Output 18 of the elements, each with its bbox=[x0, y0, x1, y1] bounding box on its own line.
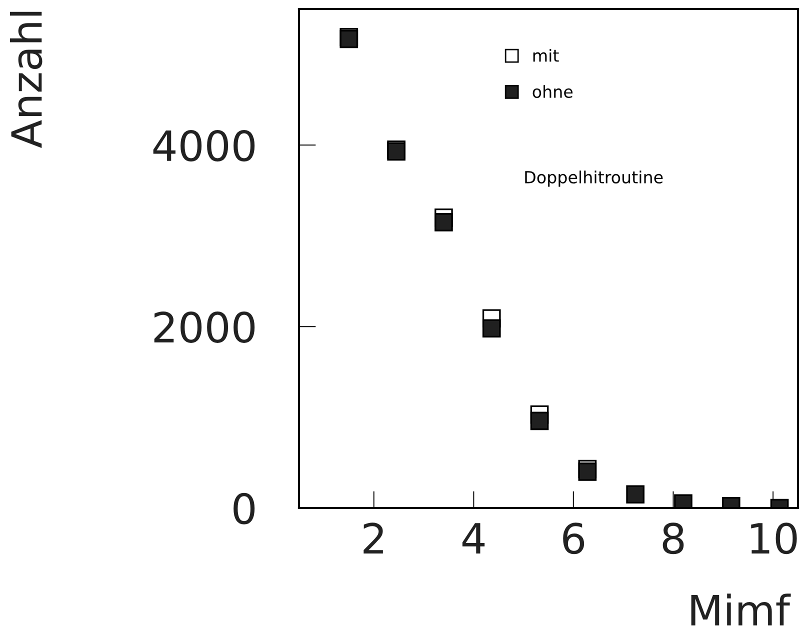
x-tick-label: 8 bbox=[662, 522, 684, 554]
legend-label: mit bbox=[533, 48, 559, 62]
point bbox=[434, 213, 453, 232]
point bbox=[482, 319, 501, 338]
x-tick-label: 10 bbox=[751, 522, 797, 554]
annotation: Doppelhitroutine bbox=[525, 170, 663, 187]
y-tick-label: 4000 bbox=[153, 130, 255, 162]
legend-label: ohne bbox=[532, 85, 573, 98]
y-tick-label: 2000 bbox=[154, 311, 255, 343]
point bbox=[530, 412, 549, 430]
x-axis-title: Mimf bbox=[691, 594, 791, 626]
y-axis-title: Anzahl bbox=[10, 12, 42, 148]
point bbox=[578, 462, 597, 481]
point bbox=[626, 485, 644, 504]
x-tick-label: 4 bbox=[462, 523, 485, 554]
x-tick-label: 6 bbox=[563, 522, 584, 554]
x-tick-label: 2 bbox=[364, 522, 383, 554]
y-tick-label: 0 bbox=[234, 492, 255, 524]
